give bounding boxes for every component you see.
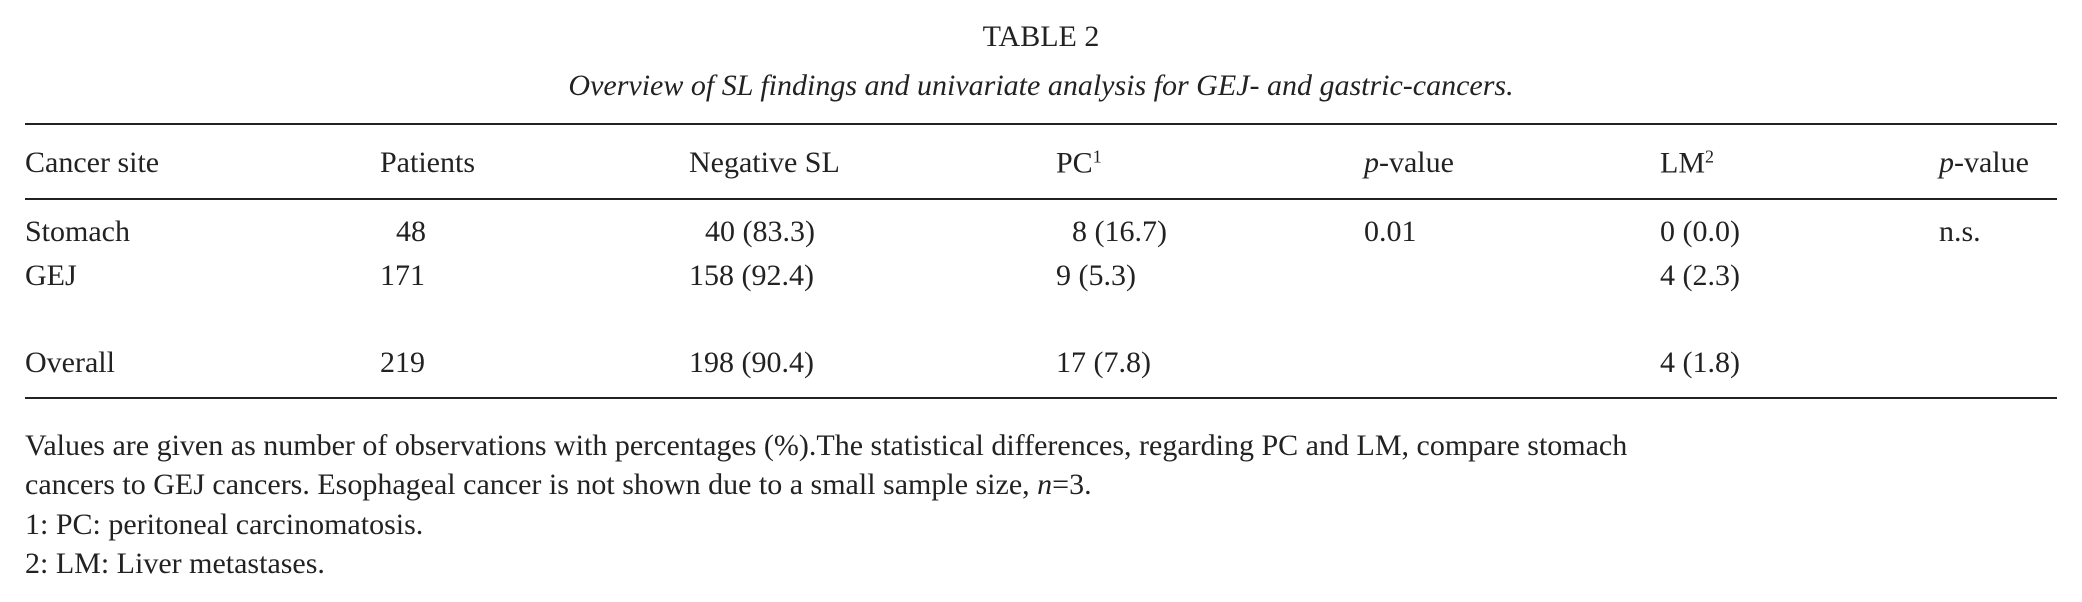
table-cell: 8 (16.7) xyxy=(1072,215,1167,248)
header-italic: p xyxy=(1939,146,1954,179)
table-cell: Stomach xyxy=(25,215,130,248)
note: Values are given as number of observatio… xyxy=(25,429,1628,462)
table-cell: 0 (0.0) xyxy=(1660,215,1740,248)
table-title: TABLE 2 xyxy=(982,20,1100,53)
note: cancers to GEJ cancers. Esophageal cance… xyxy=(25,470,1092,500)
header-text: -value xyxy=(1379,146,1454,179)
note-text: cancers to GEJ cancers. Esophageal cance… xyxy=(25,468,1030,501)
n-value: =3. xyxy=(1052,468,1092,501)
table-cell: 17 (7.8) xyxy=(1056,346,1151,379)
table-cell: 40 (83.3) xyxy=(705,215,815,248)
table-cell: n.s. xyxy=(1939,215,1981,248)
header-text: Cancer site xyxy=(25,146,160,179)
header-cell: Cancer site xyxy=(25,148,159,178)
header-text: Patients xyxy=(380,146,475,179)
table-cell: 4 (2.3) xyxy=(1660,259,1740,292)
header-cell: Patients xyxy=(380,148,475,178)
header-cell: p-value xyxy=(1364,148,1454,178)
header-cell: LM2 xyxy=(1660,148,1714,179)
table-cell: 9 (5.3) xyxy=(1056,259,1136,292)
header-rule xyxy=(25,198,2057,200)
top-rule xyxy=(25,123,2057,125)
footnote: 1: PC: peritoneal carcinomatosis. xyxy=(25,508,424,541)
table-cell: 171 xyxy=(380,259,425,292)
header-sup: 1 xyxy=(1092,146,1102,167)
table-cell: 0.01 xyxy=(1364,215,1417,248)
header-cell: Negative SL xyxy=(689,148,840,178)
footnote: 2: LM: Liver metastases. xyxy=(25,547,325,580)
header-text: PC xyxy=(1056,146,1093,180)
table-caption: Overview of SL findings and univariate a… xyxy=(568,69,1514,102)
table-cell: 198 (90.4) xyxy=(689,346,814,379)
bottom-rule xyxy=(25,397,2057,399)
table-cell: 219 xyxy=(380,346,425,379)
table-cell: 48 xyxy=(396,215,426,248)
header-sup: 2 xyxy=(1705,146,1714,167)
table-cell: 158 (92.4) xyxy=(689,259,814,292)
table-cell: Overall xyxy=(25,346,115,379)
header-cell: p-value xyxy=(1939,148,2029,178)
header-text: -value xyxy=(1954,146,2029,179)
table-cell: GEJ xyxy=(25,259,77,292)
n-symbol: n xyxy=(1037,468,1053,501)
table-cell: 4 (1.8) xyxy=(1660,346,1740,379)
header-text: LM xyxy=(1660,146,1705,180)
header-italic: p xyxy=(1364,146,1379,179)
header-cell: PC1 xyxy=(1056,148,1102,179)
header-text: Negative SL xyxy=(689,146,840,179)
